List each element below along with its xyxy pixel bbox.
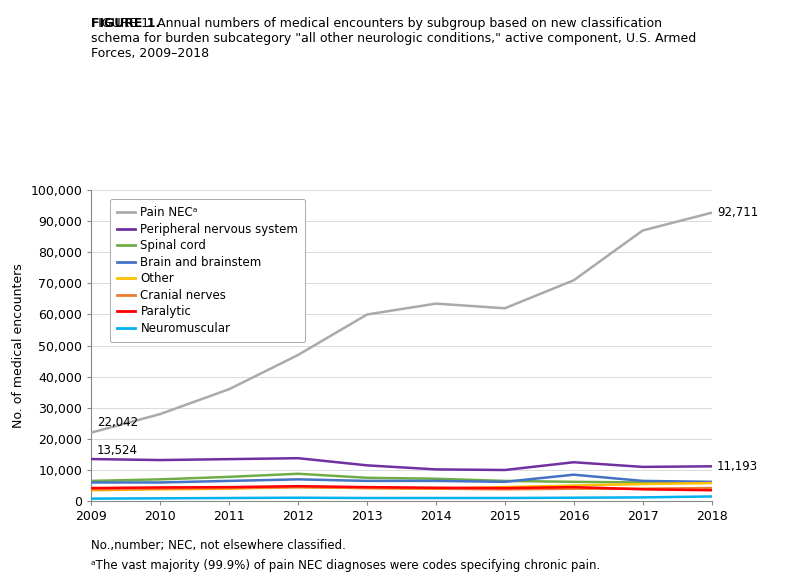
Text: FIGURE 1. Annual numbers of medical encounters by subgroup based on new classifi: FIGURE 1. Annual numbers of medical enco… — [91, 17, 696, 60]
Y-axis label: No. of medical encounters: No. of medical encounters — [12, 263, 25, 428]
Text: 92,711: 92,711 — [717, 206, 758, 219]
Legend: Pain NECᵃ, Peripheral nervous system, Spinal cord, Brain and brainstem, Other, C: Pain NECᵃ, Peripheral nervous system, Sp… — [110, 199, 305, 342]
Text: No.,number; NEC, not elsewhere classified.: No.,number; NEC, not elsewhere classifie… — [91, 539, 347, 552]
Text: ᵃThe vast majority (99.9%) of pain NEC diagnoses were codes specifying chronic p: ᵃThe vast majority (99.9%) of pain NEC d… — [91, 559, 601, 572]
Text: 22,042: 22,042 — [97, 416, 138, 429]
Text: FIGURE 1.: FIGURE 1. — [91, 17, 161, 31]
Text: 13,524: 13,524 — [97, 445, 138, 457]
Text: 11,193: 11,193 — [717, 460, 758, 473]
